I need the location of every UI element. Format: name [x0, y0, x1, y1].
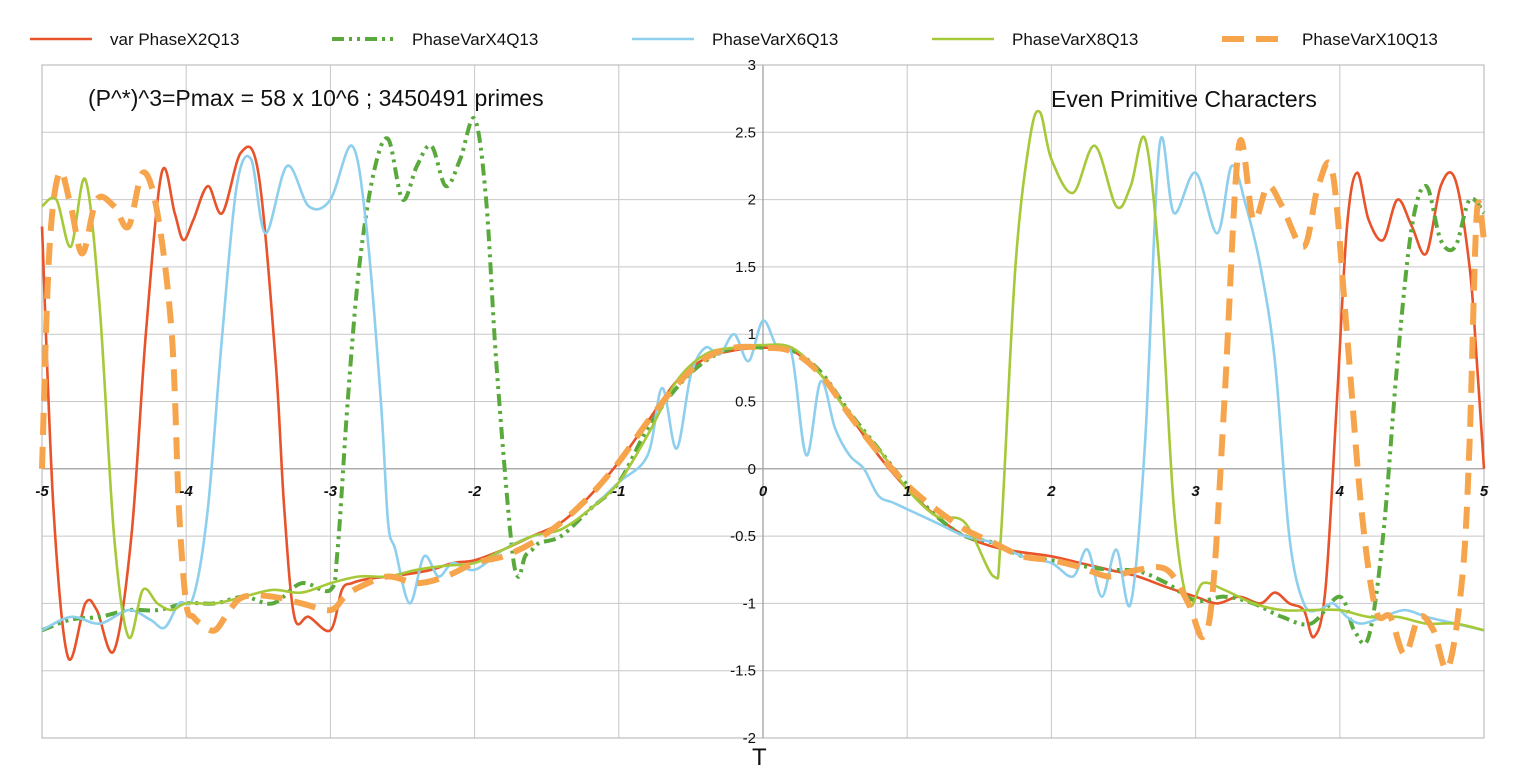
x-tick-label: 1	[903, 483, 911, 500]
y-tick-label: 1	[748, 326, 756, 343]
series-layer	[39, 109, 1487, 673]
legend: var PhaseX2Q13 PhaseVarX4Q13 PhaseVarX6Q13…	[30, 30, 1438, 49]
series-line-2	[41, 116, 1486, 646]
x-tick-label: 2	[1046, 483, 1056, 500]
plot-frame	[41, 64, 1485, 739]
y-tick-label: 2	[748, 192, 756, 209]
y-tick-label: 1.5	[735, 259, 756, 276]
annotation-even-characters: Even Primitive Characters	[1051, 86, 1317, 112]
y-tick-label: 0	[748, 461, 756, 478]
legend-label: PhaseVarX10Q13	[1302, 30, 1438, 49]
x-axis-title: T	[752, 744, 767, 771]
x-tick-label: -3	[324, 483, 338, 500]
series-line-5	[39, 137, 1487, 673]
x-tick-label: 5	[1480, 483, 1489, 500]
legend-label: PhaseVarX8Q13	[1012, 30, 1138, 49]
x-tick-label: -1	[612, 483, 625, 500]
axis-labels: -5 -4 -3 -2 -1 0 1 2 3 4 5 3 2.5 2 1.5 1 0.5 0 -0.5 -1 -1.5 -…	[35, 57, 1489, 747]
x-tick-label: -5	[35, 483, 49, 500]
y-tick-label: 3	[748, 57, 756, 74]
annotation-primes: (P^*)^3=Pmax = 58 x 10^6 ; 3450491 prime…	[88, 85, 544, 111]
y-tick-label: -1	[743, 595, 756, 612]
y-tick-label: -1.5	[730, 663, 756, 680]
y-tick-label: -2	[743, 730, 756, 747]
x-tick-label: 4	[1335, 483, 1345, 500]
y-tick-label: -0.5	[730, 528, 756, 545]
y-tick-label: 2.5	[735, 124, 756, 141]
x-tick-label: -2	[468, 483, 482, 500]
legend-label: PhaseVarX4Q13	[412, 30, 538, 49]
x-tick-label: 3	[1191, 483, 1200, 500]
x-tick-label: 0	[759, 483, 768, 500]
legend-label: var PhaseX2Q13	[110, 30, 239, 49]
x-tick-label: -4	[180, 483, 194, 500]
legend-label: PhaseVarX6Q13	[712, 30, 838, 49]
y-tick-label: 0.5	[735, 394, 756, 411]
